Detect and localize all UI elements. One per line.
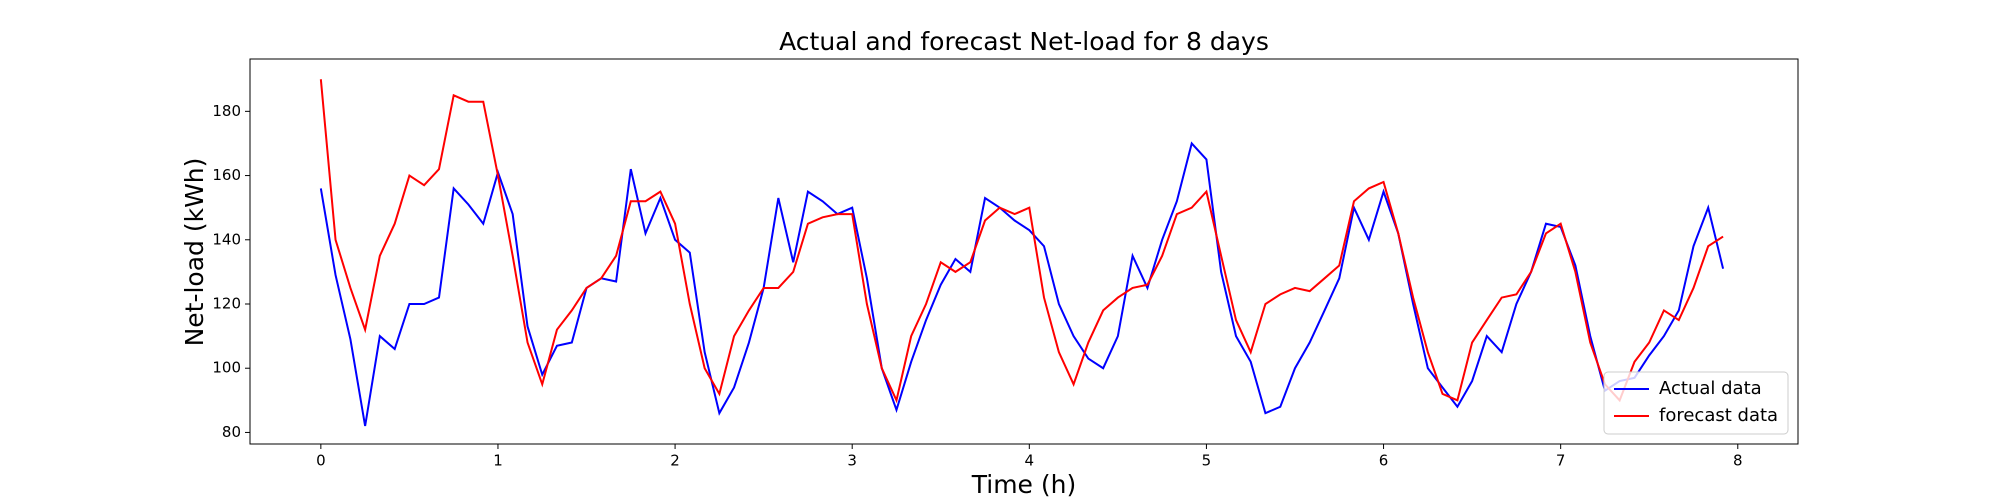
x-tick-label: 5 (1202, 452, 1212, 470)
x-tick-label: 0 (316, 452, 326, 470)
legend-label: Actual data (1659, 378, 1762, 399)
y-tick-label: 80 (222, 423, 241, 441)
x-axis-label: Time (h) (971, 470, 1076, 499)
chart-title: Actual and forecast Net-load for 8 days (779, 27, 1269, 56)
y-tick-label: 180 (212, 102, 241, 120)
x-tick-label: 4 (1025, 452, 1035, 470)
x-tick-label: 3 (847, 452, 857, 470)
x-tick-label: 2 (670, 452, 680, 470)
x-tick-label: 7 (1556, 452, 1566, 470)
legend: Actual data forecast data (1603, 371, 1789, 435)
y-tick-label: 120 (212, 295, 241, 313)
data-line (319, 79, 1724, 404)
data-line (319, 141, 1725, 427)
y-axis-label: Net-load (kWh) (180, 158, 209, 347)
plot-frame (249, 58, 1799, 445)
y-tick-label: 140 (212, 230, 241, 248)
x-tick-label: 1 (493, 452, 503, 470)
legend-box (1603, 371, 1789, 435)
x-tick-label: 8 (1733, 452, 1743, 470)
legend-label: forecast data (1659, 405, 1778, 426)
x-tick-label: 6 (1379, 452, 1389, 470)
y-tick-label: 160 (212, 166, 241, 184)
y-tick-label: 100 (212, 359, 241, 377)
